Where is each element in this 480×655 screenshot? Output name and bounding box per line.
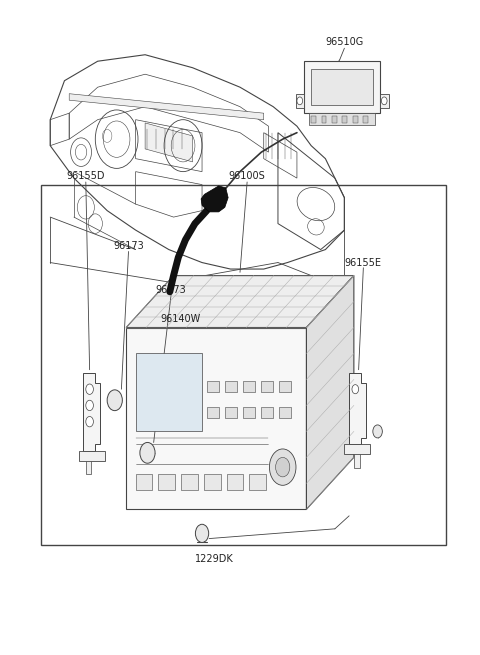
Bar [204, 474, 220, 490]
Polygon shape [126, 276, 354, 328]
Bar [311, 69, 373, 105]
Bar [279, 407, 291, 419]
Circle shape [107, 390, 122, 411]
Bar [261, 381, 273, 392]
Polygon shape [200, 532, 204, 542]
Bar [250, 474, 266, 490]
Polygon shape [306, 276, 354, 510]
Text: 1229DK: 1229DK [194, 554, 233, 565]
Polygon shape [296, 94, 304, 108]
Text: 96173: 96173 [156, 285, 187, 295]
Bar [261, 407, 273, 419]
Bar [243, 381, 255, 392]
Bar [342, 117, 347, 123]
Polygon shape [69, 94, 264, 120]
Bar [227, 474, 243, 490]
Text: 96173: 96173 [113, 241, 144, 252]
Bar [136, 354, 202, 432]
Bar [279, 381, 291, 392]
Bar [207, 407, 219, 419]
Circle shape [276, 457, 290, 477]
Polygon shape [380, 94, 388, 108]
Polygon shape [201, 186, 228, 212]
Circle shape [269, 449, 296, 485]
Text: 96100S: 96100S [229, 171, 265, 181]
Polygon shape [309, 113, 375, 125]
Polygon shape [86, 460, 91, 474]
Circle shape [86, 384, 94, 394]
Bar [225, 407, 237, 419]
Bar [207, 381, 219, 392]
Text: 96140W: 96140W [161, 314, 201, 324]
Circle shape [195, 524, 209, 542]
Bar [225, 381, 237, 392]
Bar [304, 61, 380, 113]
Circle shape [140, 442, 155, 463]
Polygon shape [145, 123, 192, 162]
Text: 96510G: 96510G [325, 37, 363, 47]
Bar [363, 117, 368, 123]
Circle shape [382, 97, 387, 105]
Polygon shape [79, 451, 105, 460]
Bar [353, 117, 358, 123]
Polygon shape [126, 328, 306, 510]
Bar [311, 117, 316, 123]
Circle shape [373, 425, 383, 438]
Circle shape [352, 384, 359, 394]
Circle shape [86, 400, 94, 411]
Polygon shape [344, 444, 371, 454]
Bar [41, 185, 446, 545]
Bar [158, 474, 175, 490]
Polygon shape [84, 373, 100, 451]
Bar [136, 474, 152, 490]
Polygon shape [354, 454, 360, 468]
Bar [181, 474, 198, 490]
Circle shape [86, 417, 94, 427]
Polygon shape [349, 373, 366, 444]
Bar [322, 117, 326, 123]
Text: 96155D: 96155D [67, 171, 105, 181]
Circle shape [297, 97, 302, 105]
Text: 96155E: 96155E [345, 257, 382, 267]
Bar [332, 117, 337, 123]
Bar [243, 407, 255, 419]
